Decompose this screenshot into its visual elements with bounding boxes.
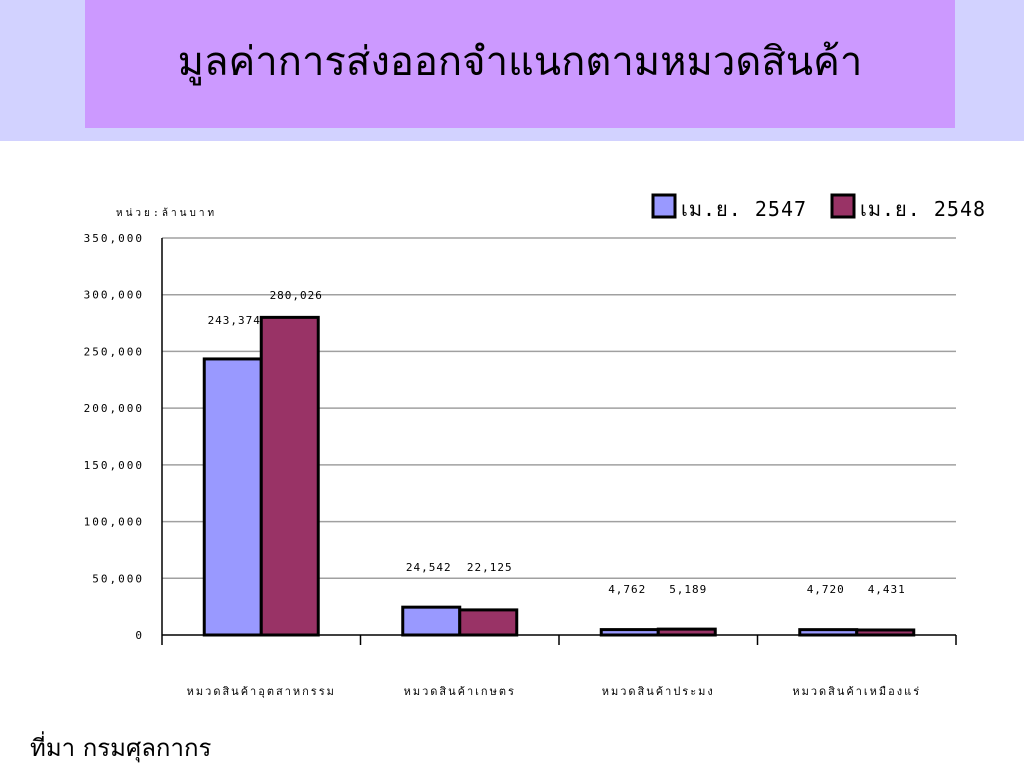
x-category-label: หมวดสินค้าเกษตร [404, 685, 516, 698]
x-category-label: หมวดสินค้าประมง [602, 685, 715, 698]
data-label: 5,189 [669, 583, 707, 596]
data-label: 4,431 [868, 583, 906, 596]
source-note: ที่มา กรมศุลกากร [30, 734, 212, 762]
x-category-label: หมวดสินค้าเหมืองแร่ [792, 685, 921, 698]
y-tick-label: 50,000 [92, 572, 144, 585]
y-tick-label: 0 [135, 629, 144, 642]
data-label: 243,374 [208, 314, 261, 327]
y-tick-label: 300,000 [84, 289, 144, 302]
y-tick-label: 350,000 [84, 232, 144, 245]
bar [202, 357, 263, 637]
slide-title: มูลค่าการส่งออกจำแนกตามหมวดสินค้า [177, 39, 863, 85]
data-label: 24,542 [406, 561, 452, 574]
legend-label: เม.ย. 2547 [681, 197, 807, 221]
y-tick-label: 100,000 [84, 516, 144, 529]
bar [855, 628, 916, 637]
x-category-label: หมวดสินค้าอุตสาหกรรม [187, 685, 336, 698]
bar [401, 605, 462, 637]
bar [259, 315, 320, 637]
bar [458, 608, 519, 637]
legend-label: เม.ย. 2548 [860, 197, 986, 221]
y-unit-label: หน่วย:ล้านบาท [116, 207, 217, 219]
bar [656, 627, 717, 637]
data-label: 22,125 [467, 561, 513, 574]
y-tick-label: 200,000 [84, 402, 144, 415]
y-tick-label: 150,000 [84, 459, 144, 472]
bar [798, 628, 859, 637]
y-tick-label: 250,000 [84, 345, 144, 358]
bar [599, 628, 660, 637]
data-label: 280,026 [270, 289, 323, 302]
data-label: 4,762 [608, 583, 646, 596]
title-box: มูลค่าการส่งออกจำแนกตามหมวดสินค้า [85, 0, 955, 128]
data-label: 4,720 [807, 583, 845, 596]
legend-swatch [830, 193, 856, 219]
legend-swatch [651, 193, 677, 219]
bar-chart: 0 50,000 100,000 150,000 200,000 250,000 300,0… [84, 193, 986, 698]
